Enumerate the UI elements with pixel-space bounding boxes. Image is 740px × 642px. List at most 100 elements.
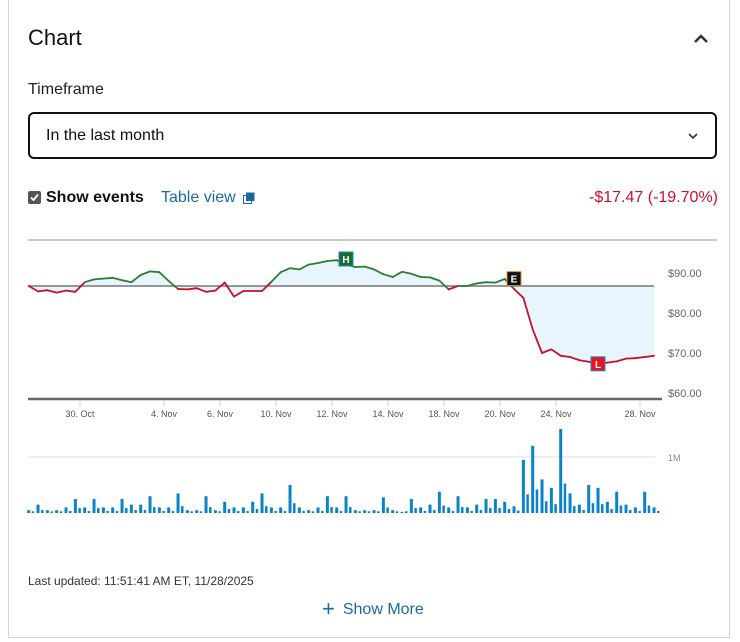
volume-bar bbox=[316, 507, 320, 513]
y-tick-label: $60.00 bbox=[668, 388, 702, 400]
volume-bar bbox=[83, 507, 87, 513]
volume-bar bbox=[279, 507, 283, 513]
volume-bar bbox=[605, 501, 609, 513]
volume-bar bbox=[143, 510, 147, 513]
external-window-icon[interactable] bbox=[243, 192, 255, 204]
price-line-segment bbox=[223, 281, 235, 298]
volume-bar bbox=[442, 505, 445, 513]
volume-bar bbox=[129, 504, 133, 513]
price-line-segment bbox=[513, 288, 525, 299]
price-line-segment bbox=[298, 263, 310, 271]
price-line-segment bbox=[559, 354, 571, 358]
volume-bar bbox=[652, 507, 656, 513]
price-line-segment bbox=[27, 285, 39, 293]
volume-bar bbox=[41, 510, 44, 513]
volume-bar bbox=[293, 503, 296, 513]
price-volume-chart[interactable]: $90.00 $80.00 $70.00 $60.00 30. Oct 4. Nov 6. … bbox=[0, 230, 740, 530]
timeframe-select[interactable]: In the last month bbox=[28, 112, 717, 159]
volume-bar bbox=[647, 505, 651, 513]
volume-bar bbox=[349, 507, 352, 513]
x-tick-label: 28. Nov bbox=[624, 409, 656, 419]
volume-bar bbox=[358, 511, 361, 513]
volume-bar bbox=[554, 504, 557, 513]
volume-bar bbox=[619, 505, 623, 513]
volume-bar bbox=[73, 499, 77, 513]
x-tick-label: 6. Nov bbox=[207, 409, 234, 419]
table-view-link[interactable]: Table view bbox=[161, 189, 236, 206]
volume-bar bbox=[45, 510, 49, 513]
volume-bar bbox=[475, 504, 479, 513]
volume-bar bbox=[367, 511, 371, 513]
volume-bar bbox=[549, 487, 553, 513]
show-events-checkbox[interactable] bbox=[28, 191, 41, 204]
volume-bar bbox=[535, 489, 539, 513]
price-line-segment bbox=[578, 359, 590, 363]
plus-icon: + bbox=[322, 596, 335, 621]
volume-bar bbox=[512, 506, 516, 513]
x-tick-label: 30. Oct bbox=[65, 409, 95, 419]
volume-bar bbox=[288, 485, 292, 513]
x-tick-label: 24. Nov bbox=[540, 409, 572, 419]
chevron-down-icon bbox=[688, 133, 698, 140]
volume-bar bbox=[489, 508, 492, 513]
show-more-button[interactable]: + Show More bbox=[322, 594, 424, 621]
price-line-segment bbox=[475, 281, 487, 285]
volume-bar bbox=[213, 510, 217, 513]
price-line-segment bbox=[531, 328, 543, 354]
price-line-segment bbox=[550, 348, 562, 357]
price-line-segment bbox=[74, 281, 86, 293]
volume-bar bbox=[269, 507, 273, 513]
volume-bar bbox=[157, 507, 161, 513]
volume-bar bbox=[517, 510, 520, 513]
volume-bar bbox=[190, 511, 193, 513]
volume-bar bbox=[246, 511, 249, 513]
volume-bar bbox=[162, 511, 165, 513]
price-line-segment bbox=[522, 296, 534, 331]
volume-bar bbox=[596, 487, 600, 513]
volume-bar bbox=[521, 459, 525, 513]
price-line-segment bbox=[326, 259, 338, 262]
volume-bar bbox=[204, 496, 208, 513]
volume-bar bbox=[59, 511, 63, 513]
price-line-segment bbox=[373, 268, 385, 276]
volume-bar bbox=[311, 511, 315, 513]
volume-bar bbox=[493, 499, 497, 513]
price-line-segment bbox=[410, 272, 422, 278]
price-area-fill bbox=[28, 260, 655, 364]
volume-bar bbox=[199, 511, 203, 513]
volume-bar bbox=[629, 510, 632, 513]
volume-bar bbox=[582, 510, 585, 513]
volume-bar bbox=[274, 511, 277, 513]
price-line-segment bbox=[401, 270, 413, 275]
price-line-segment bbox=[130, 274, 142, 284]
volume-bar bbox=[64, 507, 68, 513]
volume-bar bbox=[615, 491, 619, 513]
volume-bar bbox=[181, 506, 184, 513]
price-line-segment bbox=[466, 282, 478, 287]
price-line-segment bbox=[37, 289, 49, 293]
volume-bar bbox=[568, 493, 572, 513]
y-tick-label: $80.00 bbox=[668, 308, 702, 320]
y-tick-label: $70.00 bbox=[668, 348, 702, 360]
volume-bar bbox=[209, 507, 212, 513]
price-line-segment bbox=[233, 290, 245, 298]
volume-bar bbox=[507, 509, 511, 513]
volume-bar bbox=[386, 507, 389, 513]
volume-bar bbox=[419, 507, 423, 513]
x-tick-label: 20. Nov bbox=[484, 409, 516, 419]
price-line-segment bbox=[46, 289, 58, 294]
volume-bar bbox=[479, 510, 483, 513]
show-events-label[interactable]: Show events bbox=[46, 189, 144, 206]
volume-bar bbox=[302, 511, 305, 513]
price-line-segment bbox=[429, 276, 441, 282]
volume-bar bbox=[111, 507, 115, 513]
volume-bar bbox=[321, 511, 324, 513]
volume-bar bbox=[36, 504, 40, 513]
volume-bar bbox=[456, 496, 460, 513]
volume-bar bbox=[559, 429, 563, 513]
volume-bar bbox=[409, 499, 413, 513]
volume-bar bbox=[92, 499, 96, 513]
chevron-up-icon[interactable] bbox=[690, 28, 712, 50]
volume-tick-label: 1M bbox=[668, 453, 681, 463]
volume-bar bbox=[223, 501, 227, 513]
